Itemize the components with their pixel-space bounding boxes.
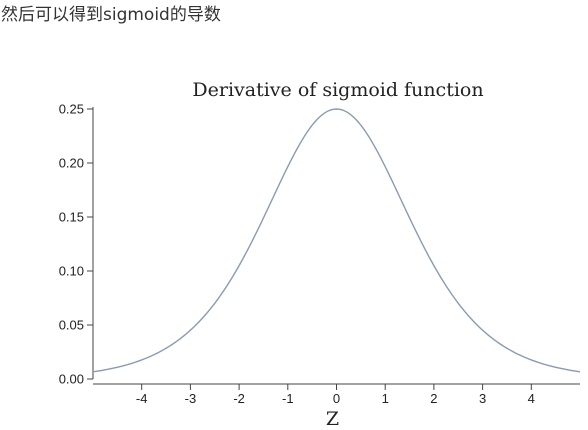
data-point bbox=[482, 330, 483, 331]
data-point bbox=[214, 303, 215, 304]
data-point bbox=[458, 303, 459, 304]
data-point bbox=[409, 217, 410, 218]
data-point bbox=[531, 359, 532, 360]
y-tick-label: 0.00 bbox=[59, 372, 84, 387]
x-tick-label: 2 bbox=[430, 391, 437, 406]
y-tick-label: 0.15 bbox=[59, 210, 84, 225]
caption-text: 然后可以得到sigmoid的导数 bbox=[1, 5, 221, 25]
x-axis-label: Z bbox=[326, 408, 339, 430]
data-point bbox=[555, 367, 556, 368]
y-tick-label: 0.20 bbox=[59, 156, 84, 171]
data-point bbox=[117, 367, 118, 368]
x-tick-label: -2 bbox=[233, 391, 245, 406]
data-point bbox=[360, 125, 361, 126]
data-point bbox=[239, 265, 240, 266]
x-tick-label: -1 bbox=[282, 391, 294, 406]
x-tick-label: -4 bbox=[136, 391, 148, 406]
chart-title: Derivative of sigmoid function bbox=[192, 79, 483, 101]
x-tick-label: 4 bbox=[528, 391, 535, 406]
data-point bbox=[92, 371, 93, 372]
data-point bbox=[385, 166, 386, 167]
series-line bbox=[92, 108, 581, 373]
x-tick-label: 3 bbox=[479, 391, 486, 406]
data-point bbox=[506, 348, 507, 349]
data-point bbox=[141, 359, 142, 360]
data-point bbox=[287, 166, 288, 167]
data-point bbox=[433, 265, 434, 266]
data-point bbox=[165, 348, 166, 349]
y-axis: 0.00 0.05 0.10 0.15 0.20 0.25 bbox=[59, 102, 94, 387]
data-point bbox=[312, 125, 313, 126]
data-point bbox=[190, 330, 191, 331]
x-tick-label: 0 bbox=[333, 391, 340, 406]
x-tick-label: 1 bbox=[382, 391, 389, 406]
y-tick-label: 0.25 bbox=[59, 102, 84, 117]
y-tick-label: 0.05 bbox=[59, 318, 84, 333]
x-axis: -4 -3 -2 -1 0 1 2 3 4 bbox=[93, 383, 580, 406]
y-tick-label: 0.10 bbox=[59, 264, 84, 279]
data-point bbox=[336, 108, 337, 109]
data-point bbox=[263, 217, 264, 218]
x-tick-label: -3 bbox=[185, 391, 197, 406]
data-point bbox=[579, 371, 580, 372]
series-group bbox=[92, 108, 581, 373]
